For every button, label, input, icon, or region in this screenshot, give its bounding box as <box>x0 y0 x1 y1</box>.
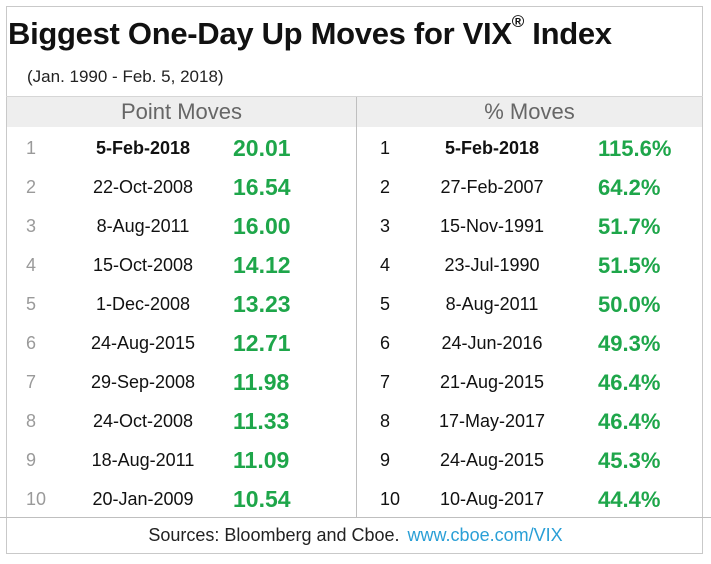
percent-rank: 7 <box>380 372 391 392</box>
point-rank: 5 <box>26 294 37 314</box>
percent-value: 50.0% <box>598 292 661 317</box>
cboe-link[interactable]: www.cboe.com/VIX <box>407 525 563 545</box>
percent-rank: 1 <box>380 138 391 158</box>
percent-value: 115.6% <box>598 136 672 161</box>
point-value: 16.00 <box>233 213 291 239</box>
point-date: 15-Oct-2008 <box>92 255 194 275</box>
title-suffix: Index <box>532 16 612 51</box>
point-rank: 6 <box>26 333 37 353</box>
column-divider <box>356 97 357 518</box>
point-value: 16.54 <box>233 174 291 200</box>
point-value: 20.01 <box>233 135 291 161</box>
percent-value: 51.5% <box>598 253 661 278</box>
percent-date: 17-May-2017 <box>438 411 546 431</box>
point-date: 24-Oct-2008 <box>92 411 194 431</box>
point-date: 8-Aug-2011 <box>96 216 190 236</box>
point-rank: 4 <box>26 255 37 275</box>
percent-value: 46.4% <box>598 370 661 395</box>
percent-date: 5-Feb-2018 <box>444 138 540 158</box>
point-rank: 2 <box>26 177 37 197</box>
table-title: Biggest One-Day Up Moves for VIX® Index <box>8 12 612 52</box>
point-value: 11.33 <box>233 408 290 434</box>
point-date: 20-Jan-2009 <box>92 489 194 509</box>
point-rank: 10 <box>26 489 47 509</box>
point-date: 5-Feb-2018 <box>95 138 191 158</box>
percent-date: 8-Aug-2011 <box>445 294 539 314</box>
point-value: 10.54 <box>233 486 291 512</box>
percent-rank: 2 <box>380 177 391 197</box>
date-range-subtitle: (Jan. 1990 - Feb. 5, 2018) <box>27 67 224 86</box>
point-value: 14.12 <box>233 252 291 278</box>
percent-date: 24-Jun-2016 <box>441 333 543 353</box>
point-rank: 7 <box>26 372 37 392</box>
table-row: 7 29-Sep-2008 11.98 7 21-Aug-2015 46.4% <box>0 363 711 402</box>
sources-footer: Sources: Bloomberg and Cboe. www.cboe.com… <box>0 525 711 546</box>
table-row: 4 15-Oct-2008 14.12 4 23-Jul-1990 51.5% <box>0 246 711 285</box>
table-row: 2 22-Oct-2008 16.54 2 27-Feb-2007 64.2% <box>0 168 711 207</box>
point-value: 13.23 <box>233 291 291 317</box>
percent-date: 24-Aug-2015 <box>439 450 545 470</box>
percent-value: 51.7% <box>598 214 661 239</box>
point-date: 24-Aug-2015 <box>90 333 196 353</box>
point-value: 11.98 <box>233 369 290 395</box>
registered-mark: ® <box>511 12 525 31</box>
percent-value: 46.4% <box>598 409 661 434</box>
table-row: 5 1-Dec-2008 13.23 5 8-Aug-2011 50.0% <box>0 285 711 324</box>
percent-date: 15-Nov-1991 <box>439 216 545 236</box>
table-row: 1 5-Feb-2018 20.01 1 5-Feb-2018 115.6% <box>0 129 711 168</box>
percent-rank: 5 <box>380 294 391 314</box>
percent-date: 27-Feb-2007 <box>440 177 544 197</box>
point-rank: 1 <box>26 138 37 158</box>
point-rank: 9 <box>26 450 37 470</box>
percent-rank: 3 <box>380 216 391 236</box>
percent-value: 44.4% <box>598 487 661 512</box>
header-top-rule <box>6 96 703 97</box>
table-row: 8 24-Oct-2008 11.33 8 17-May-2017 46.4% <box>0 402 711 441</box>
percent-rank: 10 <box>380 489 401 509</box>
percent-date: 23-Jul-1990 <box>444 255 540 275</box>
point-value: 11.09 <box>233 447 290 473</box>
footer-rule <box>0 517 711 518</box>
table-row: 6 24-Aug-2015 12.71 6 24-Jun-2016 49.3% <box>0 324 711 363</box>
percent-date: 21-Aug-2015 <box>439 372 545 392</box>
percent-rank: 8 <box>380 411 391 431</box>
percent-value: 49.3% <box>598 331 661 356</box>
sources-text: Sources: Bloomberg and Cboe. <box>148 525 400 545</box>
point-date: 1-Dec-2008 <box>95 294 191 314</box>
percent-value: 64.2% <box>598 175 661 200</box>
title-text: Biggest One-Day Up Moves for VIX <box>8 16 512 51</box>
point-moves-header: Point Moves <box>7 97 356 127</box>
point-date: 29-Sep-2008 <box>90 372 196 392</box>
point-date: 22-Oct-2008 <box>92 177 194 197</box>
table-row: 10 20-Jan-2009 10.54 10 10-Aug-2017 44.4% <box>0 480 711 519</box>
table-row: 3 8-Aug-2011 16.00 3 15-Nov-1991 51.7% <box>0 207 711 246</box>
percent-value: 45.3% <box>598 448 661 473</box>
point-rank: 8 <box>26 411 37 431</box>
percent-rank: 9 <box>380 450 391 470</box>
table-row: 9 18-Aug-2011 11.09 9 24-Aug-2015 45.3% <box>0 441 711 480</box>
percent-rank: 4 <box>380 255 391 275</box>
point-rank: 3 <box>26 216 37 236</box>
point-date: 18-Aug-2011 <box>91 450 195 470</box>
point-value: 12.71 <box>233 330 291 356</box>
percent-date: 10-Aug-2017 <box>439 489 545 509</box>
percent-moves-header: % Moves <box>357 97 702 127</box>
percent-rank: 6 <box>380 333 391 353</box>
